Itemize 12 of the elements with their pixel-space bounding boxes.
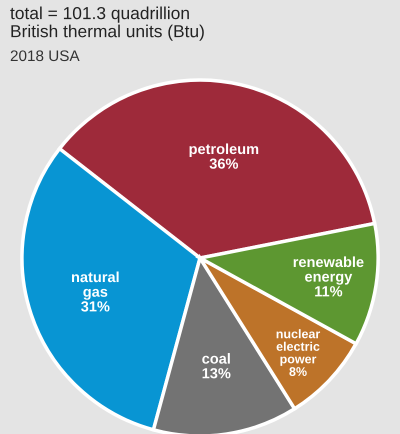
data-label: 8% [289, 367, 307, 376]
slice-label: petroleum [190, 143, 258, 158]
slice-label: nuclear electric power [276, 329, 320, 366]
chart-title: total = 101.3 quadrillion British thermal units (Btu) [10, 6, 204, 41]
slice-label: natural gas [72, 271, 119, 300]
slice-label: renewable energy [294, 256, 364, 285]
data-label: 13% [202, 368, 230, 378]
chart-subtitle: 2018 USA [10, 50, 80, 62]
data-label: 31% [81, 301, 110, 312]
slice-label: coal [202, 353, 230, 364]
data-label: 36% [210, 158, 238, 169]
data-label: 11% [315, 286, 342, 296]
